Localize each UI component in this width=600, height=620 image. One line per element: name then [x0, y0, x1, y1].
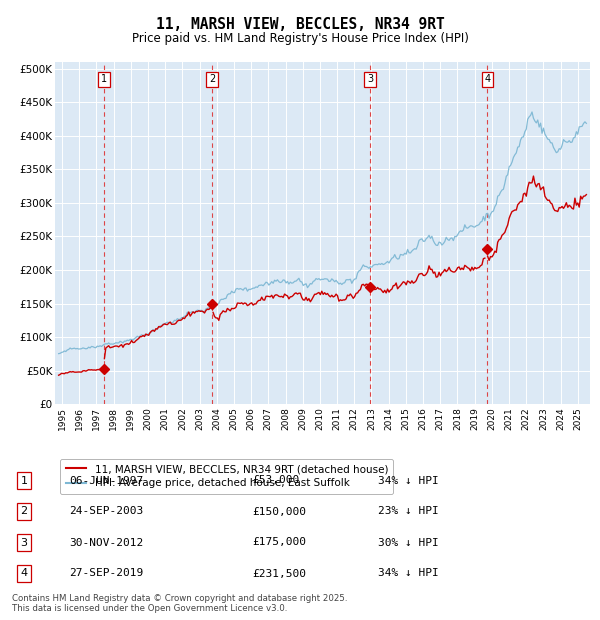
Text: 23% ↓ HPI: 23% ↓ HPI — [378, 507, 439, 516]
Text: Contains HM Land Registry data © Crown copyright and database right 2025.
This d: Contains HM Land Registry data © Crown c… — [12, 594, 347, 613]
Text: 24-SEP-2003: 24-SEP-2003 — [69, 507, 143, 516]
Text: 06-JUN-1997: 06-JUN-1997 — [69, 476, 143, 485]
Text: 34% ↓ HPI: 34% ↓ HPI — [378, 476, 439, 485]
Text: 1: 1 — [20, 476, 28, 485]
Legend: 11, MARSH VIEW, BECCLES, NR34 9RT (detached house), HPI: Average price, detached: 11, MARSH VIEW, BECCLES, NR34 9RT (detac… — [61, 459, 394, 494]
Text: Price paid vs. HM Land Registry's House Price Index (HPI): Price paid vs. HM Land Registry's House … — [131, 32, 469, 45]
Text: £175,000: £175,000 — [252, 538, 306, 547]
Text: 11, MARSH VIEW, BECCLES, NR34 9RT: 11, MARSH VIEW, BECCLES, NR34 9RT — [155, 17, 445, 32]
Text: 4: 4 — [20, 569, 28, 578]
Text: 4: 4 — [484, 74, 490, 84]
Text: 2: 2 — [209, 74, 215, 84]
Text: £150,000: £150,000 — [252, 507, 306, 516]
Text: 3: 3 — [20, 538, 28, 547]
Text: 1: 1 — [101, 74, 107, 84]
Text: 30-NOV-2012: 30-NOV-2012 — [69, 538, 143, 547]
Text: 30% ↓ HPI: 30% ↓ HPI — [378, 538, 439, 547]
Text: 2: 2 — [20, 507, 28, 516]
Text: 27-SEP-2019: 27-SEP-2019 — [69, 569, 143, 578]
Text: £53,000: £53,000 — [252, 476, 299, 485]
Text: 34% ↓ HPI: 34% ↓ HPI — [378, 569, 439, 578]
Text: 3: 3 — [367, 74, 373, 84]
Text: £231,500: £231,500 — [252, 569, 306, 578]
